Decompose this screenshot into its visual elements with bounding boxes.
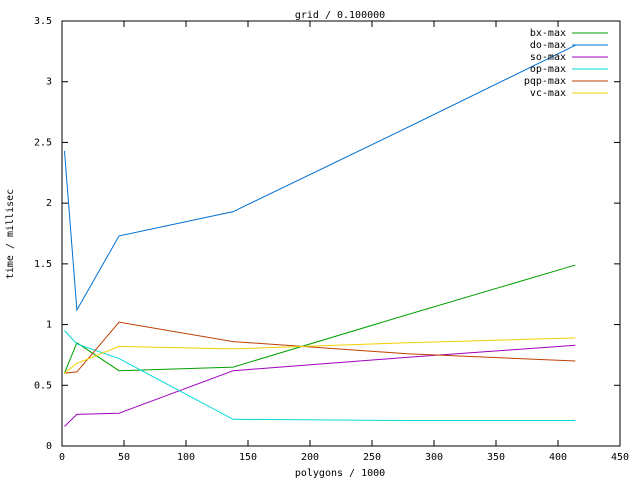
chart-title: grid / 0.100000 xyxy=(295,10,385,21)
x-tick-label: 400 xyxy=(549,452,567,463)
y-tick-label: 0 xyxy=(46,441,52,452)
x-tick-label: 450 xyxy=(611,452,629,463)
series-line xyxy=(63,44,576,312)
legend-label: op-max xyxy=(530,64,566,75)
y-tick-label: 2 xyxy=(46,198,52,209)
plot-border xyxy=(61,20,621,447)
x-tick-label: 300 xyxy=(425,452,443,463)
series-line xyxy=(64,264,576,374)
y-axis-label: time / millisec xyxy=(5,189,16,279)
series-line xyxy=(64,337,576,374)
x-tick-label: 0 xyxy=(59,452,65,463)
legend-label: do-max xyxy=(530,40,566,51)
series-line xyxy=(64,330,576,421)
y-tick-label: 2.5 xyxy=(34,137,52,148)
legend-label: bx-max xyxy=(530,28,566,39)
legend-label: so-max xyxy=(530,52,566,63)
y-tick-label: 3 xyxy=(46,77,52,88)
y-tick-label: 1.5 xyxy=(34,259,52,270)
x-axis-label: polygons / 1000 xyxy=(295,468,385,479)
x-tick-label: 150 xyxy=(239,452,257,463)
series-line xyxy=(64,321,576,374)
x-tick-label: 350 xyxy=(487,452,505,463)
x-tick-label: 250 xyxy=(363,452,381,463)
legend-label: vc-max xyxy=(530,88,566,99)
x-tick-label: 100 xyxy=(177,452,195,463)
x-tick-label: 50 xyxy=(118,452,130,463)
y-tick-label: 3.5 xyxy=(34,16,52,27)
x-tick-label: 200 xyxy=(301,452,319,463)
legend-label: pqp-max xyxy=(524,76,566,87)
y-tick-label: 0.5 xyxy=(34,380,52,391)
y-tick-label: 1 xyxy=(46,320,52,331)
